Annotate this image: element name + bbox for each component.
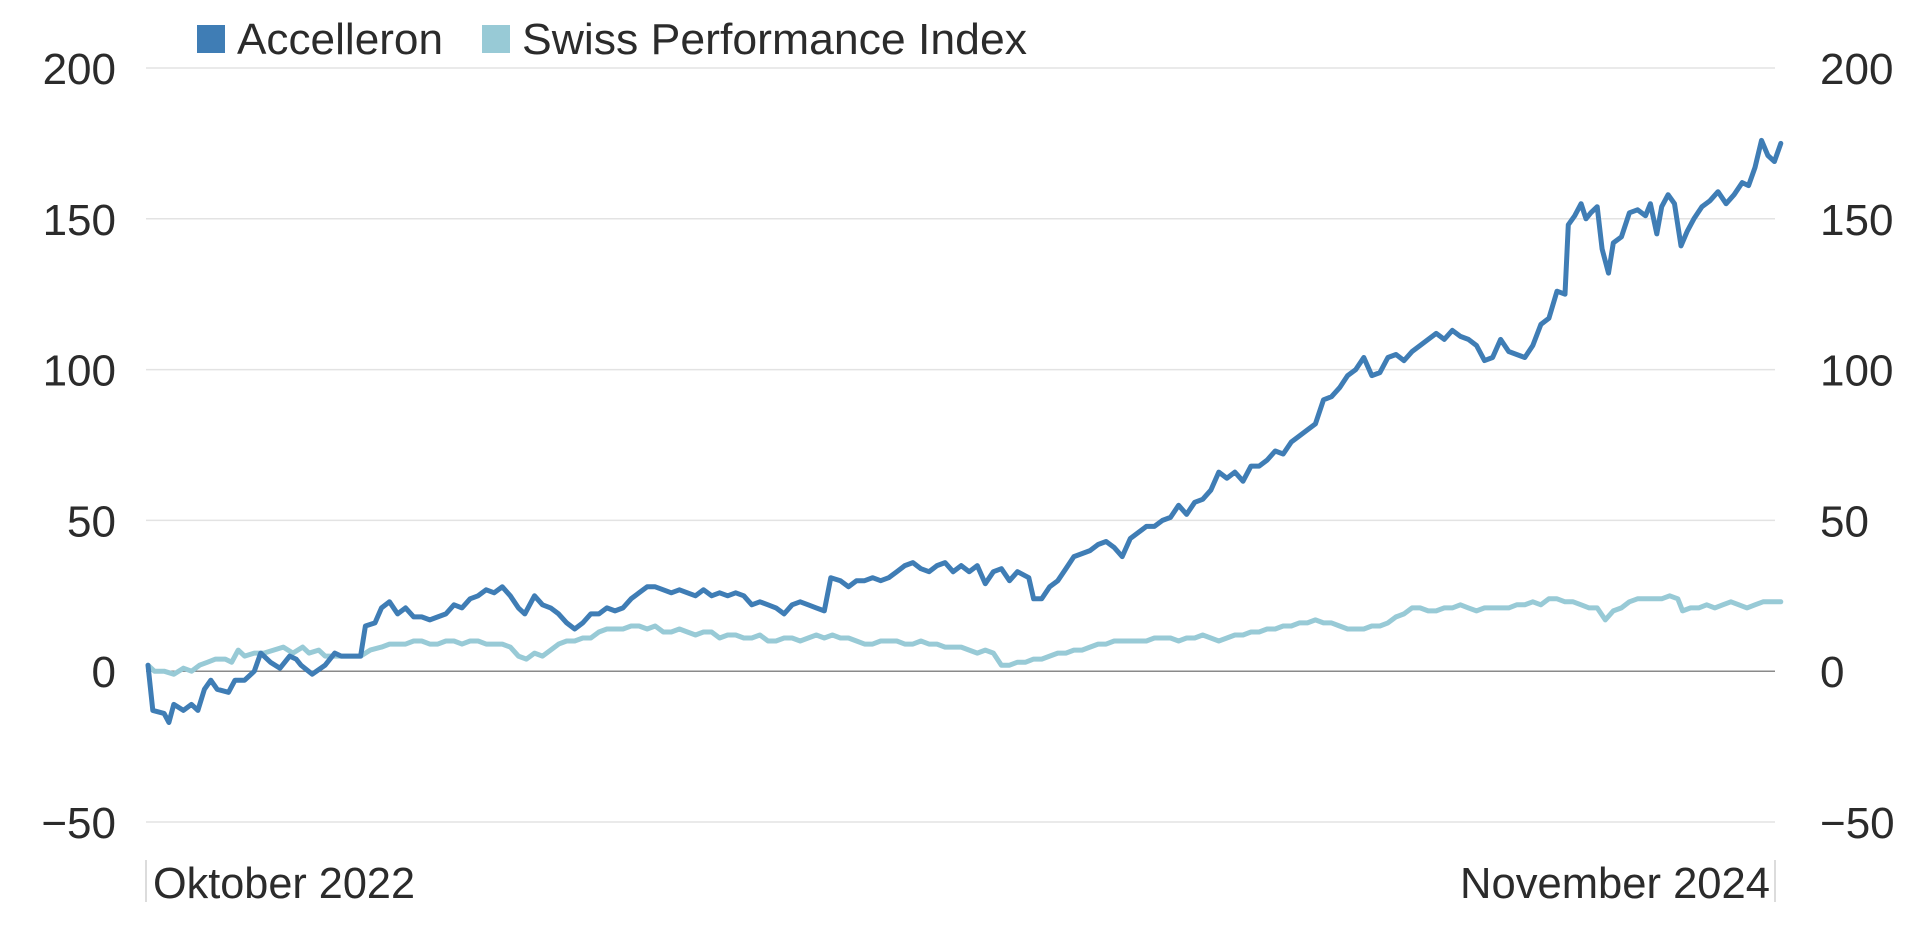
legend-swatch-accelleron	[197, 25, 225, 53]
x-axis-start-label: Oktober 2022	[153, 859, 415, 908]
y-tick-label-left: 50	[67, 497, 116, 546]
y-tick-label-right: 0	[1820, 648, 1844, 697]
legend-label-swatch-performance-index: Swiss Performance Index	[522, 15, 1027, 64]
y-tick-label-right: 50	[1820, 497, 1869, 546]
y-tick-label-left: −50	[41, 799, 116, 848]
series-line-swiss-performance-index	[145, 593, 1784, 677]
y-tick-label-right: 200	[1820, 45, 1893, 94]
y-tick-label-right: 100	[1820, 347, 1893, 396]
y-tick-label-left: 100	[43, 347, 116, 396]
legend-label-accelleron: Accelleron	[237, 15, 443, 64]
y-tick-label-left: 200	[43, 45, 116, 94]
series-layer	[145, 137, 1784, 725]
legend: Accelleron Swiss Performance Index	[197, 15, 1027, 64]
series-line-accelleron	[145, 137, 1784, 725]
legend-swatch-spi	[482, 25, 510, 53]
x-axis-end-label: November 2024	[1460, 859, 1770, 908]
gridlines	[146, 67, 1775, 823]
y-tick-label-right: 150	[1820, 196, 1893, 245]
y-axis-right-labels: 200 150 100 50 0 −50	[1820, 45, 1895, 848]
y-axis-left-labels: 200 150 100 50 0 −50	[41, 45, 116, 848]
y-tick-label-left: 150	[43, 196, 116, 245]
y-tick-label-left: 0	[92, 648, 116, 697]
axis-frame	[145, 860, 1776, 902]
y-tick-label-right: −50	[1820, 799, 1895, 848]
